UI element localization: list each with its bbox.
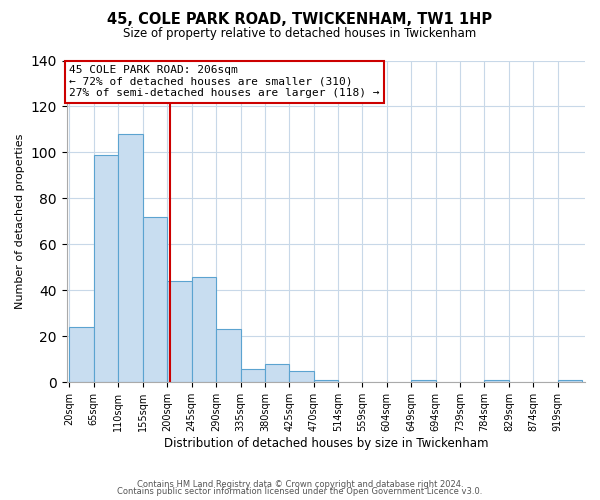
Bar xyxy=(289,371,314,382)
Bar xyxy=(216,330,241,382)
Text: Contains HM Land Registry data © Crown copyright and database right 2024.: Contains HM Land Registry data © Crown c… xyxy=(137,480,463,489)
X-axis label: Distribution of detached houses by size in Twickenham: Distribution of detached houses by size … xyxy=(164,437,488,450)
Bar xyxy=(241,368,265,382)
Bar xyxy=(558,380,582,382)
Bar xyxy=(265,364,289,382)
Bar xyxy=(411,380,436,382)
Text: 45, COLE PARK ROAD, TWICKENHAM, TW1 1HP: 45, COLE PARK ROAD, TWICKENHAM, TW1 1HP xyxy=(107,12,493,28)
Bar xyxy=(167,281,191,382)
Text: 45 COLE PARK ROAD: 206sqm
← 72% of detached houses are smaller (310)
27% of semi: 45 COLE PARK ROAD: 206sqm ← 72% of detac… xyxy=(70,65,380,98)
Bar xyxy=(484,380,509,382)
Text: Contains public sector information licensed under the Open Government Licence v3: Contains public sector information licen… xyxy=(118,488,482,496)
Bar xyxy=(94,155,118,382)
Bar xyxy=(314,380,338,382)
Bar xyxy=(191,276,216,382)
Bar xyxy=(143,217,167,382)
Bar xyxy=(70,327,94,382)
Bar xyxy=(118,134,143,382)
Text: Size of property relative to detached houses in Twickenham: Size of property relative to detached ho… xyxy=(124,28,476,40)
Y-axis label: Number of detached properties: Number of detached properties xyxy=(15,134,25,309)
